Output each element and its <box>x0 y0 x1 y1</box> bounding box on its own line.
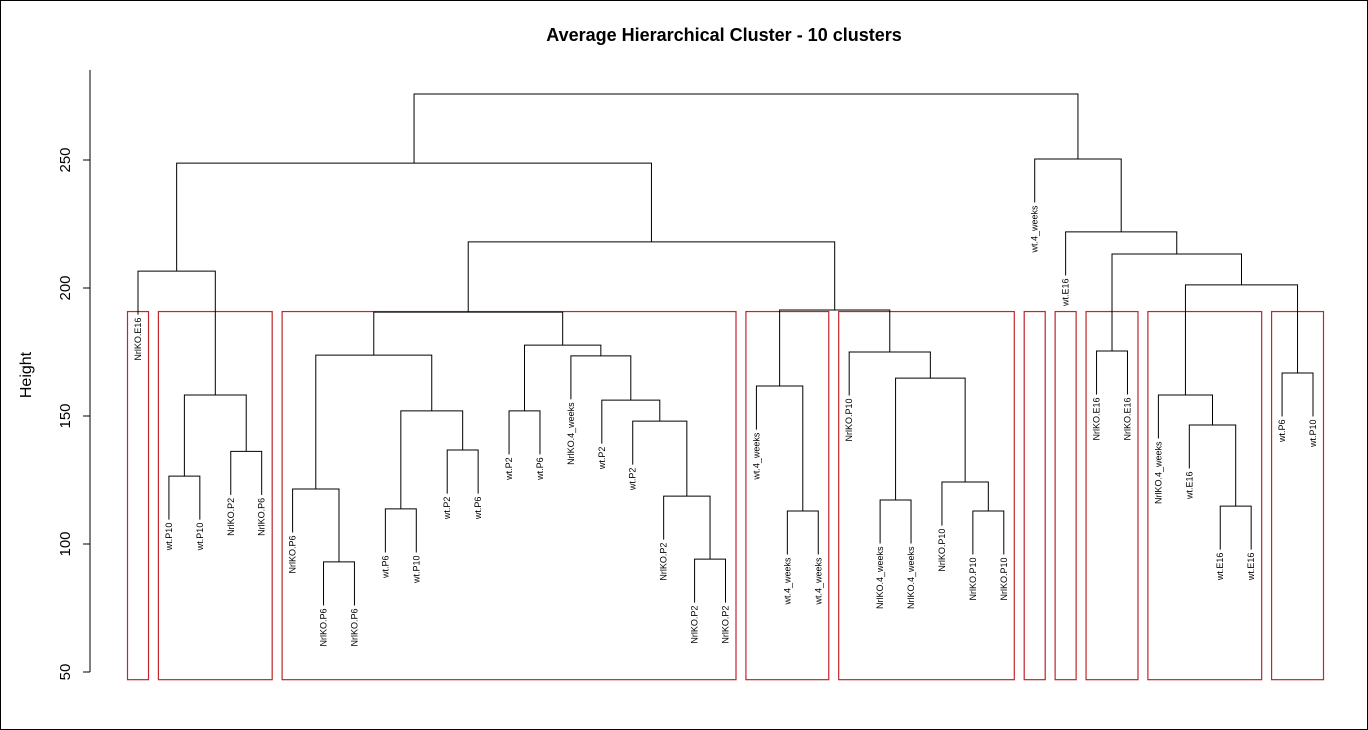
dendrogram-link <box>1188 424 1237 507</box>
cluster-rect <box>745 310 830 681</box>
leaf-label: wt.P2 <box>504 457 514 481</box>
dendrogram-link <box>446 449 479 494</box>
leaf-label: NrlKO.E16 <box>133 318 143 361</box>
leaf-label: NrlKO.P10 <box>844 399 854 442</box>
y-tick-label: 200 <box>57 275 74 300</box>
leaf-label: wt.P2 <box>628 468 638 492</box>
leaf-label: NrlKO.P2 <box>226 498 236 536</box>
leaf-label: wt.P10 <box>195 523 205 552</box>
dendrogram-link <box>694 558 726 603</box>
dendrogram-link <box>230 450 263 495</box>
leaf-label: NrlKO.P6 <box>319 608 329 646</box>
leaf-label: wt.P10 <box>1308 420 1318 449</box>
dendrogram-link <box>384 508 417 553</box>
dendrogram-link <box>972 510 1005 555</box>
y-axis-label: Height <box>18 351 35 398</box>
y-tick-label: 100 <box>57 531 74 556</box>
dendrogram-link <box>1184 284 1299 396</box>
leaf-label: wt.P10 <box>164 523 174 552</box>
leaf-label: NrlKO.P6 <box>349 608 359 646</box>
leaf-label: NrlKO.4_weeks <box>875 546 885 609</box>
dendrogram-link <box>786 510 819 555</box>
dendrogram-link <box>1281 372 1314 417</box>
dendrogram-link <box>168 475 201 520</box>
dendrogram-link <box>1111 253 1242 351</box>
leaf-label: NrlKO.P10 <box>968 557 978 600</box>
dendrogram-link <box>570 355 632 401</box>
leaf-label: NrlKO.4_weeks <box>566 402 576 465</box>
dendrogram-link <box>413 93 1079 164</box>
y-tick-label: 250 <box>57 147 74 172</box>
leaf-label: wt.4_weeks <box>1030 205 1040 254</box>
leaf-label: wt.P6 <box>380 555 390 579</box>
dendrogram-link <box>323 561 355 606</box>
dendrogram-link <box>879 499 912 544</box>
leaf-label: NrlKO.E16 <box>1092 397 1102 440</box>
leaf-label: wt.P2 <box>442 497 452 521</box>
dendrogram-link <box>601 399 661 444</box>
leaf-label: wt.E16 <box>1215 553 1225 582</box>
dendrogram-link <box>292 488 340 562</box>
cluster-rect <box>1023 310 1046 681</box>
leaf-label: NrlKO.P2 <box>721 606 731 644</box>
leaf-label: wt.P6 <box>1277 420 1287 444</box>
leaf-label: NrlKO.P10 <box>937 529 947 572</box>
leaf-label: wt.E16 <box>1184 471 1194 500</box>
leaf-label: wt.4_weeks <box>813 557 823 606</box>
dendrogram-link <box>467 241 836 313</box>
dendrogram-link <box>373 311 564 356</box>
leaf-label: wt.P6 <box>473 497 483 521</box>
leaf-label: NrlKO.P10 <box>999 557 1009 600</box>
dendrogram-link <box>779 309 891 387</box>
leaf-label: NrlKO.4_weeks <box>906 546 916 609</box>
dendrogram-link <box>315 354 433 489</box>
leaf-label: NrlKO.E16 <box>1122 397 1132 440</box>
leaf-label: NrlKO.P2 <box>659 543 669 581</box>
leaf-label: wt.4_weeks <box>782 557 792 606</box>
dendrogram-link <box>508 410 541 455</box>
cluster-rect <box>126 310 150 681</box>
dendrogram-link <box>176 162 652 272</box>
cluster-rect <box>1147 310 1263 681</box>
cluster-rect <box>838 310 1015 681</box>
dendrogram-link <box>137 270 216 396</box>
leaf-label: NrlKO.P6 <box>257 498 267 536</box>
chart-title: Average Hierarchical Cluster - 10 cluste… <box>546 25 902 45</box>
cluster-rect <box>1085 310 1139 681</box>
y-tick-label: 50 <box>57 664 74 681</box>
y-tick-label: 150 <box>57 403 74 428</box>
dendrogram-link <box>1157 394 1214 439</box>
dendrogram-link <box>1034 158 1122 232</box>
dendrogram-link <box>1219 505 1252 550</box>
cluster-rect <box>1054 310 1077 681</box>
dendrogram-link <box>183 394 247 477</box>
dendrogram-link <box>848 351 931 396</box>
dendrogram-link <box>400 410 464 509</box>
leaf-label: wt.4_weeks <box>751 432 761 481</box>
leaf-label: NrlKO.P6 <box>288 535 298 573</box>
cluster-rect <box>281 310 737 681</box>
leaf-label: wt.P2 <box>597 447 607 471</box>
dendrogram-link <box>632 420 688 497</box>
dendrogram-link <box>524 344 602 411</box>
dendrogram-link <box>663 495 711 560</box>
leaf-label: NrlKO.4_weeks <box>1153 441 1163 504</box>
leaf-label: NrlKO.P2 <box>690 606 700 644</box>
dendrogram-link <box>941 481 989 526</box>
leaf-label: wt.P6 <box>535 457 545 481</box>
leaf-label: wt.E16 <box>1061 278 1071 307</box>
leaf-label: wt.E16 <box>1246 553 1256 582</box>
dendrogram-link <box>1096 350 1128 395</box>
dendrogram-link <box>755 385 804 511</box>
leaf-label: wt.P10 <box>411 555 421 584</box>
